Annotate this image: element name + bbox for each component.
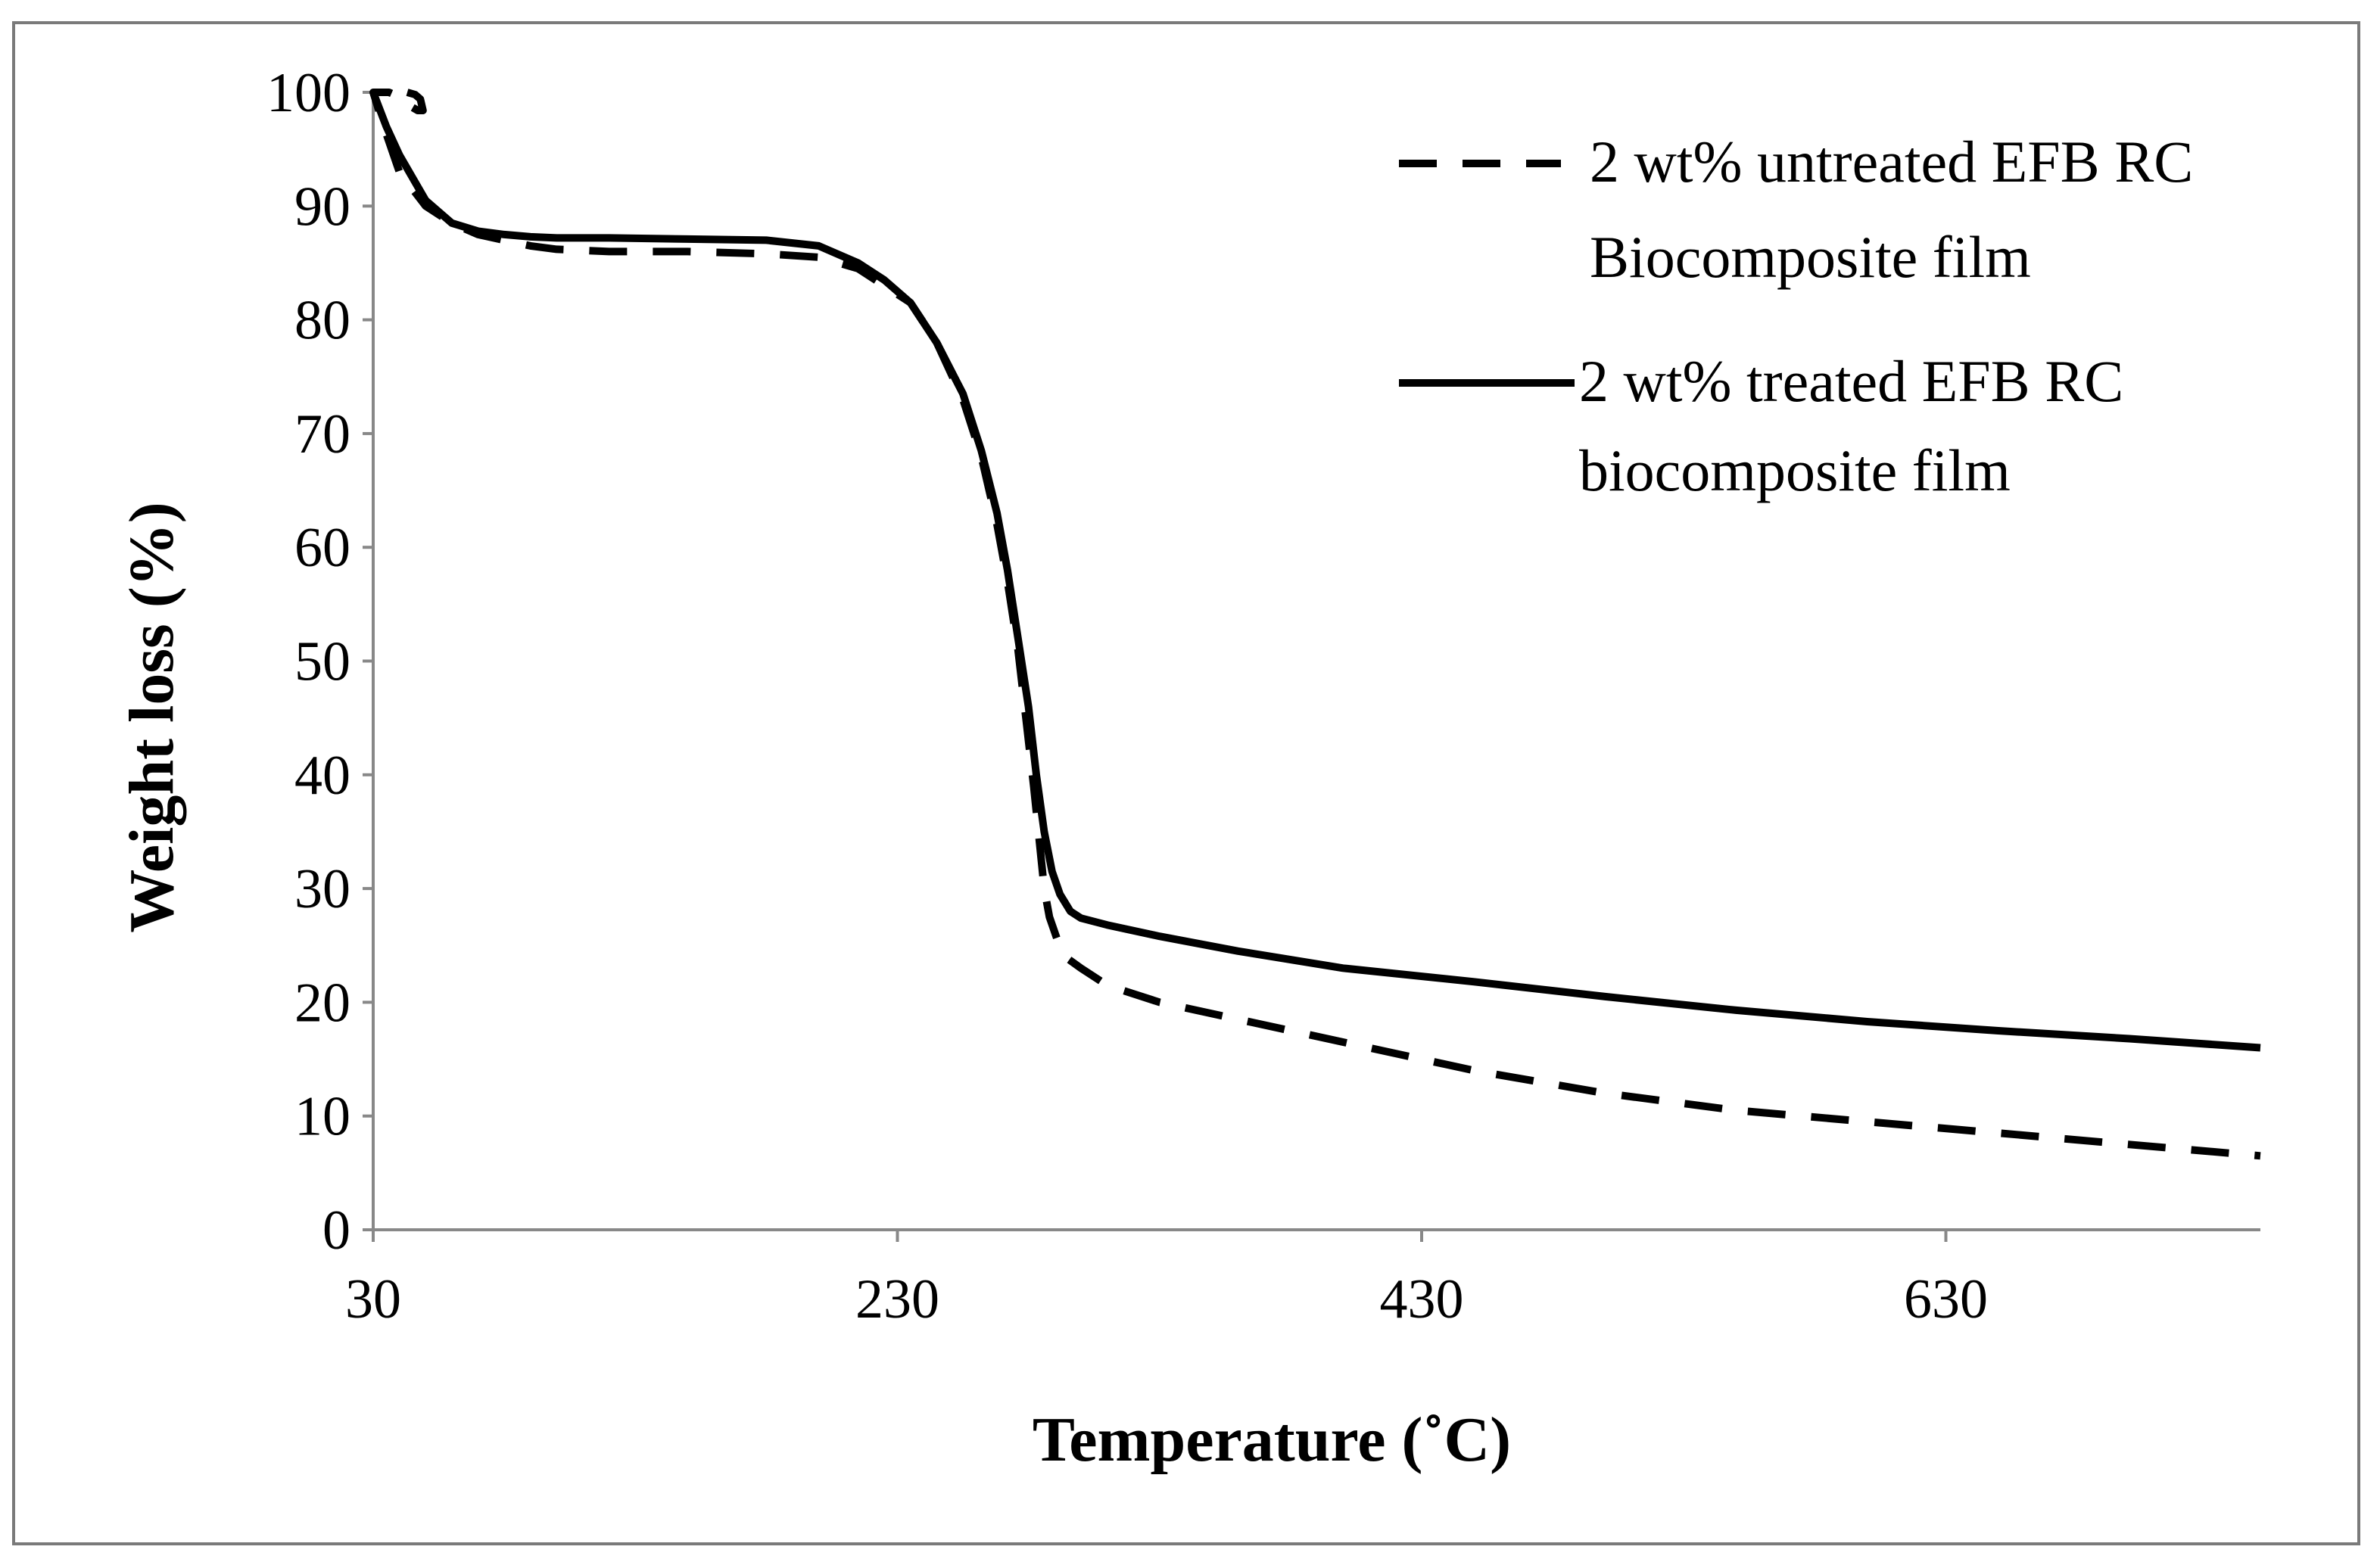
x-tick-label: 430 — [1380, 1268, 1464, 1330]
chart-frame — [12, 21, 2360, 1545]
legend: 2 wt% untreated EFB RC Biocomposite film… — [1399, 129, 2193, 503]
x-tick-label: 630 — [1904, 1268, 1988, 1330]
y-tick-label: 60 — [294, 517, 350, 579]
y-tick-label: 30 — [294, 858, 350, 920]
y-tick-label: 50 — [294, 631, 350, 693]
y-tick-label: 70 — [294, 403, 350, 465]
y-tick-label: 100 — [266, 62, 350, 124]
y-tick-label: 20 — [294, 972, 350, 1034]
series-layer — [369, 89, 2261, 1160]
series-line-treated — [369, 91, 2261, 1052]
legend-label-untreated-line2: Biocomposite film — [1590, 224, 2031, 290]
y-tick-label: 40 — [294, 745, 350, 807]
legend-label-untreated-line1: 2 wt% untreated EFB RC — [1590, 129, 2193, 194]
y-tick-label: 90 — [294, 176, 350, 238]
y-tick-label: 80 — [294, 290, 350, 352]
x-tick-label: 30 — [345, 1268, 401, 1330]
x-tick-label: 230 — [855, 1268, 939, 1330]
y-tick-label: 10 — [294, 1086, 350, 1148]
y-tick-label: 0 — [322, 1200, 350, 1262]
legend-label-treated-line1: 2 wt% treated EFB RC — [1579, 348, 2123, 414]
y-axis-title: Weight loss (%) — [117, 502, 187, 932]
legend-label-treated-line2: biocomposite film — [1579, 437, 2011, 503]
x-axis-title: Temperature (˚C) — [1033, 1405, 1511, 1475]
axis-ticks: 0 10 20 30 40 50 60 70 80 90 100 30 230 430 630 — [266, 62, 1988, 1330]
